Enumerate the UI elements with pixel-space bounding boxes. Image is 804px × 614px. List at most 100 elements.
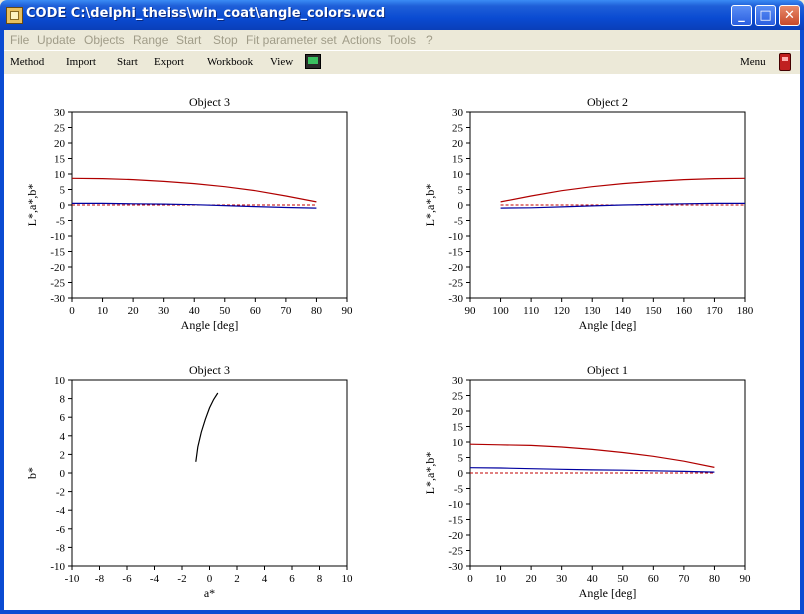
menu-start[interactable]: Start [176,33,202,47]
chart4-ytick-label: -30 [448,561,463,573]
chart2-xtick-label: 170 [706,305,723,317]
chart3-xtick-label: 2 [234,573,240,585]
monitor-icon[interactable] [305,54,321,69]
chart1-ytick-label: -5 [56,216,66,228]
chart4-ytick-label: 25 [452,391,464,403]
chart3-xtick-label: -10 [65,573,80,585]
import-button[interactable]: Import [66,56,96,68]
chart4-ytick-label: 30 [452,375,464,387]
chart3-series-1-line [195,392,219,462]
menu-update[interactable]: Update [37,33,76,47]
chart4-ytick-label: -5 [454,484,464,496]
chart1-xtick-label: 20 [128,305,140,317]
chart1-ytick-label: -30 [50,293,65,305]
view-button[interactable]: View [270,56,294,68]
menu-objects[interactable]: Objects [84,33,125,47]
menu-tools[interactable]: Tools [388,33,417,47]
chart3-ytick-label: 2 [60,449,66,461]
window-border-bottom[interactable] [0,610,804,614]
chart3-xlabel: a* [204,586,215,600]
menu-bar: File Update Objects Range Start Stop Fit… [4,30,800,50]
chart1-series-1-line [71,177,317,203]
chart4-ytick-label: -20 [448,530,463,542]
chart1-xtick-label: 0 [69,305,75,317]
toolbar: Method Import Start Export Workbook View… [4,50,800,75]
chart3-xtick-label: 0 [207,573,213,585]
chart3-xtick-label: 6 [289,573,295,585]
device-icon[interactable] [779,53,791,71]
window-border-right[interactable] [800,30,804,614]
chart2-ytick-label: -15 [448,247,463,259]
chart2-ytick-label: -5 [454,216,464,228]
chart2-ytick-label: -10 [448,231,463,243]
chart3-ytick-label: 4 [60,431,66,443]
chart1-ytick-label: 15 [54,154,66,166]
chart2-series-2-line [500,202,745,209]
export-button[interactable]: Export [154,56,184,68]
chart3-xtick-label: -4 [150,573,160,585]
chart2-ytick-label: -25 [448,278,463,290]
chart4-ylabel: L*,a*,b* [423,452,437,495]
chart1-ytick-label: -25 [50,278,65,290]
start-button[interactable]: Start [117,56,138,68]
chart2-ytick-label: 25 [452,123,464,135]
menu-button[interactable]: Menu [740,56,766,68]
chart1-ytick-label: 25 [54,123,66,135]
chart4-xtick-label: 90 [740,573,752,585]
chart1-ytick-label: 20 [54,138,66,150]
chart3-ytick-label: -4 [56,505,66,517]
chart1-ytick-label: 0 [60,200,66,212]
chart3-frame [71,379,348,567]
chart4-ytick-label: 10 [452,437,464,449]
chart1-ytick-label: -20 [50,262,65,274]
maximize-button[interactable]: □ [755,5,776,26]
chart1-ylabel: L*,a*,b* [25,184,39,227]
menu-range[interactable]: Range [133,33,169,47]
chart2-xtick-label: 180 [737,305,754,317]
chart2-ytick-label: 5 [458,185,464,197]
chart4-xtick-label: 20 [526,573,538,585]
chart4-xtick-label: 30 [556,573,568,585]
chart1-xtick-label: 40 [189,305,201,317]
chart1-xtick-label: 50 [219,305,231,317]
menu-actions[interactable]: Actions [342,33,382,47]
close-button[interactable]: ✕ [779,5,800,26]
chart2-xtick-label: 150 [645,305,662,317]
chart1-ytick-label: -10 [50,231,65,243]
chart2-ytick-label: 30 [452,107,464,119]
chart4-xtick-label: 10 [495,573,507,585]
chart2-ytick-label: 15 [452,154,464,166]
chart1-xtick-label: 70 [280,305,292,317]
chart3-ytick-label: 8 [60,394,66,406]
chart2-xtick-label: 140 [615,305,632,317]
chart3-xtick-label: 8 [317,573,323,585]
chart4-ytick-label: -10 [448,499,463,511]
chart2-ytick-label: -20 [448,262,463,274]
chart3-xtick-label: 10 [342,573,354,585]
window-border-left[interactable] [0,30,4,614]
title-bar[interactable]: CODE C:\delphi_theiss\win_coat\angle_col… [0,0,804,30]
chart1-xtick-label: 10 [97,305,109,317]
method-button[interactable]: Method [10,56,45,68]
minimize-button[interactable]: _ [731,5,752,26]
menu-help[interactable]: ? [426,33,433,47]
chart2-ylabel: L*,a*,b* [423,184,437,227]
workbook-button[interactable]: Workbook [207,56,254,68]
chart4-series-2-line [469,467,715,473]
menu-file[interactable]: File [10,33,30,47]
chart3-ytick-label: -6 [56,524,66,536]
plot-area: Object 3 Angle [deg] L*,a*,b* 0 10 20 30 40 50 60… [4,74,800,610]
chart2-ytick-label: 20 [452,138,464,150]
chart2-title: Object 2 [587,95,628,109]
chart1-ytick-label: 30 [54,107,66,119]
chart1-title: Object 3 [189,95,230,109]
menu-stop[interactable]: Stop [213,33,238,47]
chart3-ytick-label: 10 [54,375,66,387]
app-icon[interactable] [6,7,23,24]
chart2-ytick-label: 10 [452,169,464,181]
chart4-xtick-label: 70 [678,573,690,585]
menu-fit-parameter-set[interactable]: Fit parameter set [246,33,337,47]
chart3-ytick-label: 0 [60,468,66,480]
chart4-ytick-label: 20 [452,406,464,418]
chart2-xtick-label: 100 [492,305,509,317]
